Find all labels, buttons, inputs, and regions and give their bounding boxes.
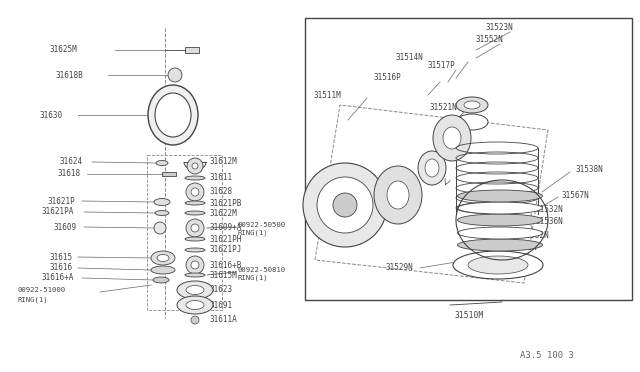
Bar (147, 155, 222, 310)
Ellipse shape (456, 97, 488, 113)
Ellipse shape (155, 93, 191, 137)
Text: 00922-50810: 00922-50810 (238, 267, 286, 273)
Text: 31609: 31609 (54, 222, 77, 231)
Text: 31536N: 31536N (536, 218, 564, 227)
Text: 31510M: 31510M (455, 311, 484, 320)
Ellipse shape (154, 199, 170, 205)
Text: 31516P: 31516P (374, 74, 402, 83)
Text: RING(1): RING(1) (238, 230, 269, 236)
Text: 00922-50500: 00922-50500 (238, 222, 286, 228)
Ellipse shape (185, 273, 205, 277)
Text: 31611: 31611 (210, 173, 233, 183)
Text: 31624: 31624 (60, 157, 83, 167)
Text: 31691: 31691 (210, 301, 233, 310)
Text: 31611A: 31611A (210, 315, 237, 324)
Text: 31538N: 31538N (575, 166, 603, 174)
Circle shape (333, 193, 357, 217)
Text: 31621PH: 31621PH (210, 234, 243, 244)
Circle shape (168, 68, 182, 82)
Text: 31532N: 31532N (536, 205, 564, 215)
Ellipse shape (458, 202, 543, 214)
Circle shape (191, 316, 199, 324)
Text: 31628: 31628 (210, 187, 233, 196)
Ellipse shape (387, 181, 409, 209)
Ellipse shape (148, 85, 198, 145)
Text: RING(1): RING(1) (238, 275, 269, 281)
Ellipse shape (153, 277, 169, 283)
Ellipse shape (443, 127, 461, 149)
Text: 31621PB: 31621PB (210, 199, 243, 208)
Ellipse shape (374, 166, 422, 224)
Text: 31616+B: 31616+B (210, 260, 243, 269)
Circle shape (191, 261, 199, 269)
Circle shape (186, 256, 204, 274)
Text: 31552N: 31552N (476, 35, 504, 45)
Ellipse shape (151, 266, 175, 274)
Ellipse shape (456, 114, 488, 130)
Text: 31532N: 31532N (522, 231, 550, 240)
Ellipse shape (185, 248, 205, 252)
Text: 31622M: 31622M (210, 208, 237, 218)
Ellipse shape (185, 201, 205, 205)
Circle shape (191, 188, 199, 196)
Circle shape (192, 163, 198, 169)
Circle shape (186, 183, 204, 201)
Text: 31621PA: 31621PA (42, 208, 74, 217)
Text: 31616: 31616 (50, 263, 73, 273)
Ellipse shape (418, 151, 446, 185)
Circle shape (154, 222, 166, 234)
Ellipse shape (185, 211, 205, 215)
Text: 31609+A: 31609+A (210, 224, 243, 232)
Ellipse shape (155, 211, 169, 215)
Text: 31618B: 31618B (55, 71, 83, 80)
Text: 31621P: 31621P (48, 196, 76, 205)
Text: 31567N: 31567N (562, 190, 589, 199)
Ellipse shape (185, 237, 205, 241)
Text: 31630: 31630 (40, 110, 63, 119)
Text: A3.5 100 3: A3.5 100 3 (520, 350, 573, 359)
Ellipse shape (458, 239, 543, 251)
Ellipse shape (458, 227, 543, 239)
Ellipse shape (156, 160, 168, 166)
Circle shape (187, 158, 203, 174)
Text: 00922-51000: 00922-51000 (18, 287, 66, 293)
Text: 31616+A: 31616+A (42, 273, 74, 282)
Text: 31521N: 31521N (430, 103, 458, 112)
Ellipse shape (433, 115, 471, 161)
Ellipse shape (425, 159, 439, 177)
Ellipse shape (186, 301, 204, 310)
Bar (305, 18, 632, 300)
Ellipse shape (177, 296, 213, 314)
Text: 31514N: 31514N (396, 52, 424, 61)
Ellipse shape (468, 256, 528, 274)
Text: 31618: 31618 (58, 170, 81, 179)
Ellipse shape (464, 101, 480, 109)
Ellipse shape (177, 281, 213, 299)
Text: 31523N: 31523N (486, 23, 514, 32)
Text: 31511M: 31511M (313, 90, 340, 99)
Text: 31625M: 31625M (50, 45, 77, 55)
Ellipse shape (458, 190, 543, 202)
Ellipse shape (151, 251, 175, 265)
Text: 31536N: 31536N (510, 244, 538, 253)
Text: 31621PJ: 31621PJ (210, 246, 243, 254)
Text: 31612M: 31612M (210, 157, 237, 167)
Ellipse shape (157, 254, 169, 262)
Circle shape (186, 219, 204, 237)
Text: 31529N: 31529N (385, 263, 413, 273)
Text: RING(1): RING(1) (18, 297, 49, 303)
Circle shape (303, 163, 387, 247)
Circle shape (191, 224, 199, 232)
Ellipse shape (453, 251, 543, 279)
Text: 31623: 31623 (210, 285, 233, 295)
Bar (185, 47, 199, 53)
Circle shape (317, 177, 373, 233)
Text: 31615M: 31615M (210, 270, 237, 279)
Ellipse shape (186, 285, 204, 295)
Ellipse shape (458, 214, 543, 226)
Text: 31615: 31615 (50, 253, 73, 262)
Bar (162, 172, 176, 176)
Ellipse shape (185, 176, 205, 180)
Text: 31517P: 31517P (428, 61, 456, 70)
